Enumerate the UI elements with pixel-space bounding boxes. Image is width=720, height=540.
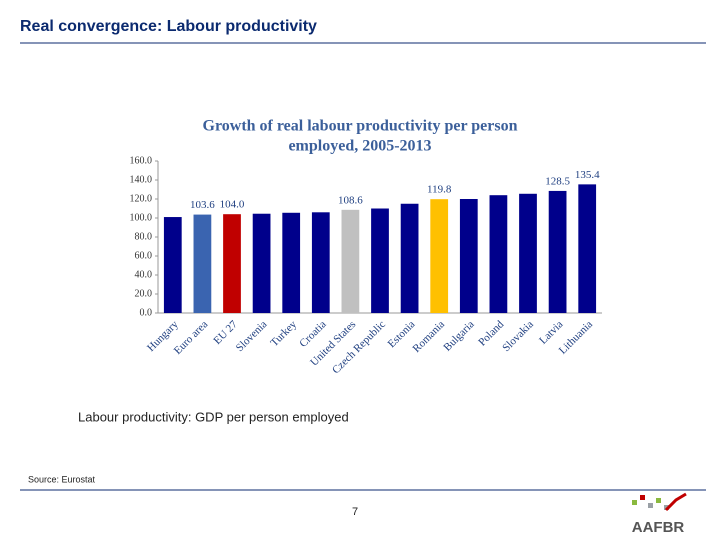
- value-label: 119.8: [427, 184, 452, 196]
- value-label: 103.6: [190, 199, 215, 211]
- bar: [163, 217, 182, 313]
- caption: Labour productivity: GDP per person empl…: [78, 409, 349, 424]
- chart-title: Growth of real labour productivity per p…: [203, 118, 518, 135]
- slide-title: Real convergence: Labour productivity: [20, 18, 317, 35]
- bar: [223, 214, 241, 313]
- bar: [311, 212, 330, 313]
- bar: [489, 195, 508, 313]
- logo-square: [648, 503, 653, 508]
- bar: [578, 184, 597, 313]
- y-tick-label: 120.0: [130, 193, 153, 204]
- logo-arrow: [664, 492, 687, 512]
- logo-square: [656, 498, 661, 503]
- bar: [193, 214, 212, 313]
- bar: [430, 199, 449, 313]
- bar: [459, 199, 478, 313]
- x-tick-label: Czech Republic: [330, 318, 388, 376]
- y-tick-label: 160.0: [130, 155, 153, 166]
- x-tick-label: Romania: [411, 318, 448, 355]
- y-tick-label: 100.0: [130, 212, 153, 223]
- bar: [252, 213, 271, 313]
- logo-square: [632, 500, 637, 505]
- y-tick-label: 80.0: [135, 231, 153, 242]
- bar: [548, 190, 567, 313]
- bar: [519, 193, 537, 313]
- y-tick-label: 0.0: [140, 307, 153, 318]
- bar: [282, 212, 301, 313]
- y-tick-label: 40.0: [135, 269, 153, 280]
- chart-subtitle: employed, 2005-2013: [288, 138, 431, 155]
- y-tick-label: 60.0: [135, 250, 153, 261]
- x-tick-label: Slovakia: [500, 318, 536, 354]
- logo: AAFBR: [632, 492, 687, 536]
- y-tick-label: 20.0: [135, 288, 153, 299]
- bar: [371, 208, 389, 313]
- bar: [400, 203, 419, 313]
- value-label: 104.0: [220, 199, 245, 211]
- value-label: 108.6: [338, 194, 363, 206]
- logo-text: AAFBR: [632, 519, 685, 536]
- value-label: 135.4: [575, 169, 600, 181]
- page-number: 7: [352, 506, 358, 518]
- x-tick-label: Slovenia: [234, 318, 270, 354]
- bar: [341, 209, 360, 313]
- logo-square: [640, 495, 645, 500]
- y-tick-label: 140.0: [130, 174, 153, 185]
- source: Source: Eurostat: [28, 474, 96, 484]
- x-tick-label: Bulgaria: [441, 318, 476, 353]
- x-tick-label: Turkey: [268, 318, 299, 349]
- value-label: 128.5: [545, 175, 570, 187]
